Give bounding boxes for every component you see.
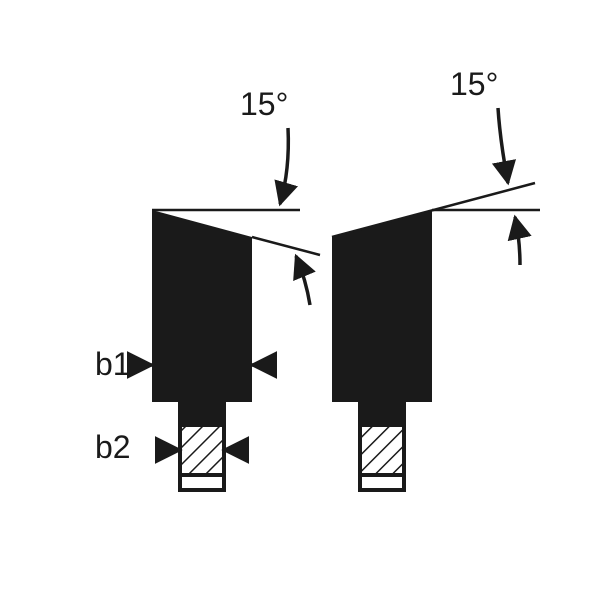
tooth-geometry-diagram: 15° 15° b1 b2: [0, 0, 600, 600]
tooth-right: [332, 210, 432, 402]
tooth-left: [152, 210, 252, 402]
angle-left-label: 15°: [240, 86, 288, 122]
angle-right-label: 15°: [450, 66, 498, 102]
b2-label: b2: [95, 429, 131, 465]
b1-label: b1: [95, 346, 131, 382]
